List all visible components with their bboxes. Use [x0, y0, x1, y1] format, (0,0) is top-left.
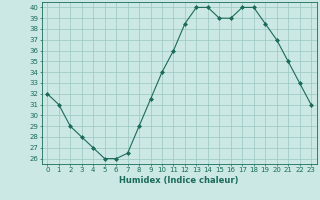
X-axis label: Humidex (Indice chaleur): Humidex (Indice chaleur) — [119, 176, 239, 185]
